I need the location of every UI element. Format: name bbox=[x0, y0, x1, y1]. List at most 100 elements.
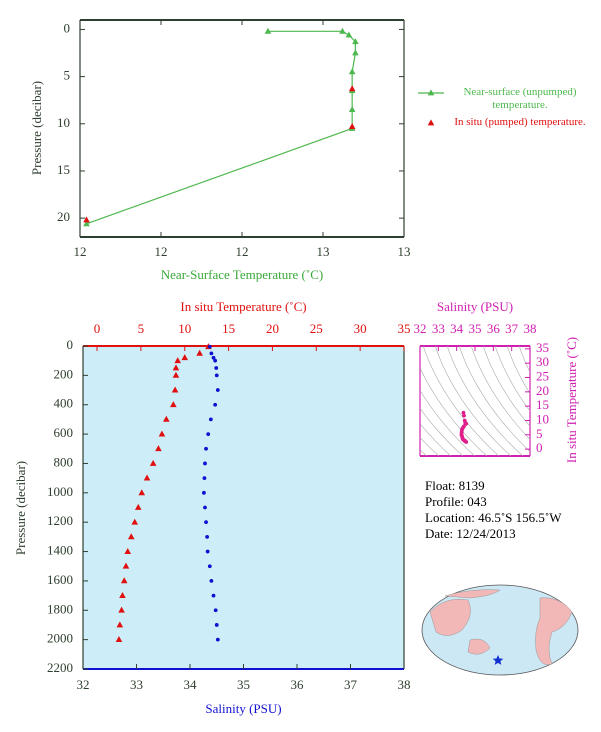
contour bbox=[576, 336, 601, 466]
triangle-marker bbox=[174, 357, 182, 364]
right-tick-label: 10 bbox=[536, 411, 549, 426]
left-tick-label: 600 bbox=[54, 425, 74, 440]
top-tick-label: 5 bbox=[138, 321, 145, 336]
density-contours bbox=[420, 336, 601, 466]
triangle-marker bbox=[348, 85, 356, 92]
top-tick-label: 15 bbox=[222, 321, 235, 336]
bottom-tick-label: 38 bbox=[398, 677, 411, 692]
bottom-tick-label: 13 bbox=[317, 244, 330, 259]
triangle-marker bbox=[345, 31, 353, 38]
top-tick-label: 34 bbox=[450, 321, 464, 336]
x-axis-label: Near-Surface Temperature (˚C) bbox=[161, 267, 323, 282]
dot-marker bbox=[215, 388, 220, 392]
bottom-tick-label: 37 bbox=[344, 677, 358, 692]
triangle-marker bbox=[83, 216, 90, 223]
triangle-marker bbox=[120, 577, 128, 584]
contour bbox=[518, 346, 530, 373]
left-tick-label: 1200 bbox=[47, 513, 73, 528]
triangle-marker bbox=[348, 68, 356, 75]
triangle-marker bbox=[427, 119, 435, 126]
left-tick-label: 1400 bbox=[47, 543, 73, 558]
dot-marker bbox=[464, 440, 469, 444]
top-tick-label: 35 bbox=[398, 321, 411, 336]
triangle-marker bbox=[127, 533, 135, 540]
y-axis-label: Pressure (decibar) bbox=[13, 461, 28, 555]
contour bbox=[420, 367, 488, 456]
triangle-marker bbox=[134, 503, 142, 510]
dot-marker bbox=[213, 402, 218, 407]
bottom-tick-label: 36 bbox=[291, 677, 305, 692]
y-axis-label: Pressure (decibar) bbox=[29, 81, 44, 175]
triangle-marker bbox=[352, 38, 359, 45]
left-tick-label: 1600 bbox=[47, 572, 73, 587]
top-tick-label: 36 bbox=[487, 321, 501, 336]
left-tick-label: 800 bbox=[54, 454, 74, 469]
triangle-marker bbox=[171, 386, 179, 393]
dot-marker bbox=[214, 623, 219, 627]
top-tick-label: 32 bbox=[414, 321, 427, 336]
plot-area bbox=[83, 346, 404, 669]
left-tick-label: 1000 bbox=[47, 484, 73, 499]
contour bbox=[420, 389, 476, 456]
dot-marker bbox=[211, 593, 216, 598]
top-tick-label: 10 bbox=[178, 321, 191, 336]
float-id: Float: 8139 bbox=[425, 478, 485, 493]
triangle-marker bbox=[172, 364, 180, 371]
triangle-marker bbox=[348, 106, 356, 113]
left-tick-label: 10 bbox=[57, 115, 70, 130]
contour bbox=[434, 346, 512, 456]
dot-marker bbox=[205, 534, 210, 539]
contour bbox=[494, 346, 530, 412]
right-tick-label: 5 bbox=[536, 426, 543, 441]
triangle-marker bbox=[348, 123, 356, 130]
legend-entry: In situ (pumped) temperature. bbox=[454, 116, 586, 128]
dot-marker bbox=[213, 608, 218, 613]
right-tick-label: 20 bbox=[536, 383, 549, 398]
x-axis-label: Salinity (PSU) bbox=[205, 701, 281, 716]
triangle-marker bbox=[427, 89, 435, 96]
left-tick-label: 0 bbox=[64, 20, 71, 35]
dot-marker bbox=[202, 490, 206, 495]
dot-marker bbox=[213, 358, 218, 363]
contour bbox=[420, 436, 440, 456]
contour bbox=[422, 346, 500, 456]
date: Date: 12/24/2013 bbox=[425, 526, 516, 541]
triangle-marker bbox=[172, 371, 180, 378]
bottom-tick-label: 12 bbox=[155, 244, 168, 259]
top-tick-label: 30 bbox=[354, 321, 367, 336]
right-tick-label: 25 bbox=[536, 368, 549, 383]
triangle-marker bbox=[181, 354, 189, 361]
triangle-marker bbox=[143, 474, 151, 481]
x2-axis-label: In situ Temperature (˚C) bbox=[180, 299, 306, 314]
y-axis-label: In situ Temperature (˚C) bbox=[564, 337, 579, 463]
triangle-marker bbox=[163, 415, 170, 422]
legend-label: In situ (pumped) temperature. bbox=[454, 116, 586, 128]
dot-marker bbox=[208, 417, 213, 422]
dot-marker bbox=[205, 549, 210, 554]
location-map bbox=[421, 584, 579, 676]
contour bbox=[420, 449, 428, 456]
contour bbox=[420, 407, 464, 456]
contour bbox=[482, 346, 530, 427]
left-tick-label: 1800 bbox=[47, 601, 73, 616]
left-tick-label: 0 bbox=[67, 337, 74, 352]
dot-marker bbox=[207, 564, 212, 569]
left-tick-label: 400 bbox=[54, 396, 74, 411]
bottom-tick-label: 12 bbox=[74, 244, 87, 259]
right-tick-label: 30 bbox=[536, 354, 549, 369]
top-tick-label: 37 bbox=[505, 321, 519, 336]
dot-marker bbox=[207, 344, 212, 349]
dot-marker bbox=[214, 366, 219, 370]
bottom-tick-label: 13 bbox=[398, 244, 411, 259]
top-tick-label: 33 bbox=[432, 321, 445, 336]
right-tick-label: 15 bbox=[536, 397, 549, 412]
left-tick-label: 2000 bbox=[47, 631, 73, 646]
contour bbox=[420, 423, 452, 456]
bottom-tick-label: 12 bbox=[236, 244, 249, 259]
bottom-tick-label: 34 bbox=[184, 677, 198, 692]
dot-marker bbox=[206, 432, 211, 436]
triangle-marker bbox=[149, 459, 157, 466]
right-tick-label: 35 bbox=[536, 340, 549, 355]
